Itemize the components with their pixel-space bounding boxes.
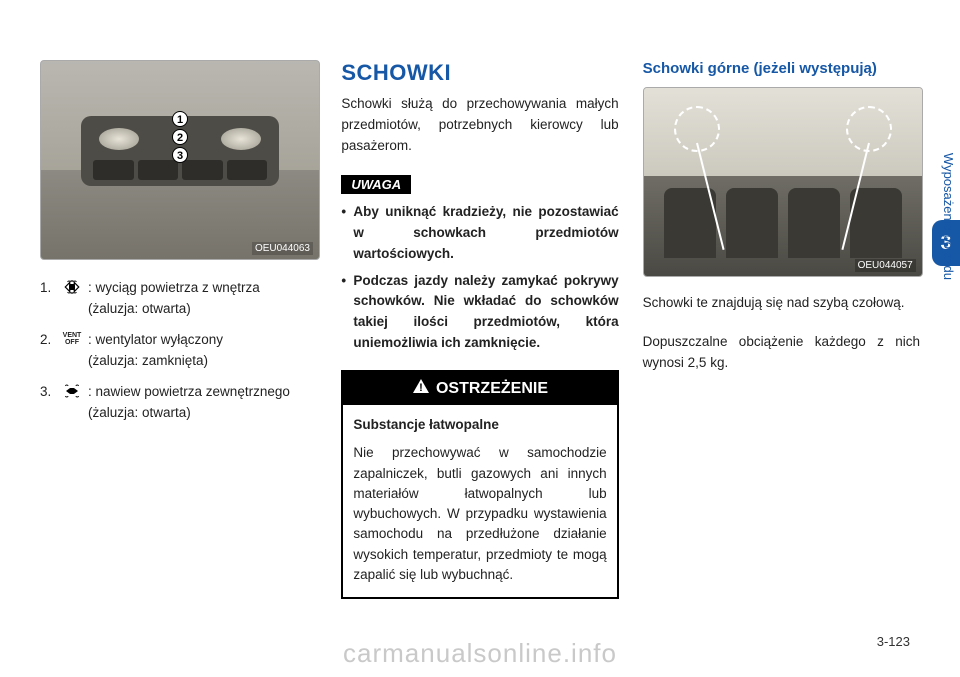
ventoff-l1: VENT bbox=[63, 332, 82, 339]
legend-num: 1. bbox=[40, 278, 62, 320]
col-2: SCHOWKI Schowki służą do przechowywania … bbox=[341, 60, 618, 599]
legend: 1. : wyciąg powietrza z wnętrza (żaluzja… bbox=[40, 278, 317, 424]
warning-title: Substancje łatwopalne bbox=[353, 415, 606, 435]
seat-row bbox=[664, 188, 902, 258]
section-title: SCHOWKI bbox=[341, 60, 618, 86]
page-number: 3-123 bbox=[877, 634, 910, 649]
callout-1: 1 bbox=[172, 111, 188, 127]
warning-body: Substancje łatwopalne Nie przechowywać w… bbox=[343, 405, 616, 597]
warning-head-text: OSTRZEŻENIE bbox=[436, 380, 548, 398]
manual-page: 1 2 3 OEU044063 1. : wyciąg powietrza z … bbox=[0, 0, 960, 677]
photo-code-2: OEU044057 bbox=[855, 259, 916, 272]
col-1: 1 2 3 OEU044063 1. : wyciąg powietrza z … bbox=[40, 60, 317, 599]
callout-3: 3 bbox=[172, 147, 188, 163]
vent-in-icon bbox=[62, 382, 82, 400]
photo-overhead-console: 1 2 3 OEU044063 bbox=[40, 60, 320, 260]
bullet-text: Podczas jazdy należy zamykać pokrywy sch… bbox=[353, 271, 618, 355]
subsection-title: Schowki górne (jeżeli występują) bbox=[643, 60, 920, 77]
dome-light-left bbox=[99, 128, 139, 150]
legend-item-3: 3. : nawiew powietrza zewnętrznego (żalu… bbox=[40, 382, 317, 424]
photo-callouts: 1 2 3 bbox=[172, 111, 188, 163]
legend-text: : nawiew powietrza zewnętrznego (żaluzja… bbox=[88, 382, 317, 424]
legend-main: : wyciąg powietrza z wnętrza bbox=[88, 280, 260, 295]
notice-bullets: • Aby uniknąć kradzieży, nie pozostawiać… bbox=[341, 202, 618, 354]
callout-2: 2 bbox=[172, 129, 188, 145]
legend-sub: (żaluzja: otwarta) bbox=[88, 405, 191, 420]
warning-triangle-icon: ! bbox=[412, 378, 430, 399]
legend-item-2: 2. VENT OFF : wentylator wyłączony (żalu… bbox=[40, 330, 317, 372]
bullet-2: • Podczas jazdy należy zamykać pokrywy s… bbox=[341, 271, 618, 355]
console-buttons bbox=[93, 160, 267, 180]
legend-text: : wentylator wyłączony (żaluzja: zamknię… bbox=[88, 330, 317, 372]
vent-out-icon bbox=[62, 278, 82, 296]
legend-num: 2. bbox=[40, 330, 62, 372]
legend-sub: (żaluzja: otwarta) bbox=[88, 301, 191, 316]
warning-header: ! OSTRZEŻENIE bbox=[343, 372, 616, 405]
warning-box: ! OSTRZEŻENIE Substancje łatwopalne Nie … bbox=[341, 370, 618, 599]
intro-text: Schowki służą do przechowywania małych p… bbox=[341, 94, 618, 157]
warning-text: Nie przechowywać w samochodzie zapalnicz… bbox=[353, 443, 606, 585]
legend-main: : nawiew powietrza zewnętrznego bbox=[88, 384, 290, 399]
legend-text: : wyciąg powietrza z wnętrza (żaluzja: o… bbox=[88, 278, 317, 320]
bullet-1: • Aby uniknąć kradzieży, nie pozostawiać… bbox=[341, 202, 618, 265]
chapter-label: Wyposażenie pojazdu bbox=[941, 153, 956, 280]
legend-item-1: 1. : wyciąg powietrza z wnętrza (żaluzja… bbox=[40, 278, 317, 320]
photo-code-1: OEU044063 bbox=[252, 242, 313, 255]
col-3: Schowki górne (jeżeli występują) OEU0440… bbox=[643, 60, 920, 599]
bullet-marker: • bbox=[341, 202, 353, 265]
p1: Schowki te znajdują się nad szybą czołow… bbox=[643, 293, 920, 314]
legend-main: : wentylator wyłączony bbox=[88, 332, 223, 347]
legend-num: 3. bbox=[40, 382, 62, 424]
p2: Dopuszczalne obciążenie każdego z nich w… bbox=[643, 332, 920, 374]
columns: 1 2 3 OEU044063 1. : wyciąg powietrza z … bbox=[40, 60, 920, 599]
side-tab: 3 Wyposażenie pojazdu bbox=[932, 220, 960, 460]
ventoff-l2: OFF bbox=[63, 339, 82, 346]
bullet-marker: • bbox=[341, 271, 353, 355]
watermark: carmanualsonline.info bbox=[343, 638, 617, 669]
dome-light-right bbox=[221, 128, 261, 150]
legend-sub: (żaluzja: zamknięta) bbox=[88, 353, 208, 368]
svg-text:!: ! bbox=[419, 382, 423, 394]
vent-off-icon: VENT OFF bbox=[62, 330, 82, 348]
bullet-text: Aby uniknąć kradzieży, nie pozostawiać w… bbox=[353, 202, 618, 265]
notice-tag: UWAGA bbox=[341, 175, 411, 194]
photo-overhead-bins: OEU044057 bbox=[643, 87, 923, 277]
